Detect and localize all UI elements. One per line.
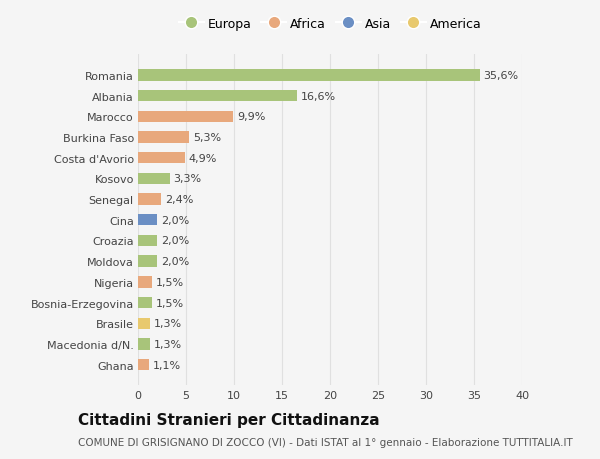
Bar — [138, 359, 149, 370]
Bar — [138, 297, 152, 308]
Bar — [138, 132, 189, 143]
Bar — [138, 339, 151, 350]
Text: 2,0%: 2,0% — [161, 257, 189, 267]
Bar — [138, 112, 233, 123]
Legend: Europa, Africa, Asia, America: Europa, Africa, Asia, America — [176, 15, 484, 33]
Text: COMUNE DI GRISIGNANO DI ZOCCO (VI) - Dati ISTAT al 1° gennaio - Elaborazione TUT: COMUNE DI GRISIGNANO DI ZOCCO (VI) - Dat… — [78, 437, 573, 447]
Text: 16,6%: 16,6% — [301, 91, 337, 101]
Text: Cittadini Stranieri per Cittadinanza: Cittadini Stranieri per Cittadinanza — [78, 413, 380, 428]
Text: 1,5%: 1,5% — [156, 277, 184, 287]
Text: 35,6%: 35,6% — [484, 71, 519, 81]
Text: 1,1%: 1,1% — [152, 360, 181, 370]
Text: 3,3%: 3,3% — [173, 174, 202, 184]
Bar — [138, 256, 157, 267]
Bar — [138, 318, 151, 329]
Text: 1,5%: 1,5% — [156, 298, 184, 308]
Bar — [138, 91, 298, 102]
Bar — [138, 277, 152, 288]
Bar — [138, 70, 480, 81]
Text: 2,0%: 2,0% — [161, 236, 189, 246]
Text: 1,3%: 1,3% — [154, 319, 182, 329]
Bar — [138, 194, 161, 205]
Text: 1,3%: 1,3% — [154, 339, 182, 349]
Bar — [138, 153, 185, 164]
Bar — [138, 174, 170, 185]
Bar — [138, 235, 157, 246]
Text: 9,9%: 9,9% — [237, 112, 265, 122]
Text: 4,9%: 4,9% — [189, 153, 217, 163]
Text: 5,3%: 5,3% — [193, 133, 221, 143]
Text: 2,0%: 2,0% — [161, 215, 189, 225]
Bar — [138, 215, 157, 226]
Text: 2,4%: 2,4% — [165, 195, 193, 205]
